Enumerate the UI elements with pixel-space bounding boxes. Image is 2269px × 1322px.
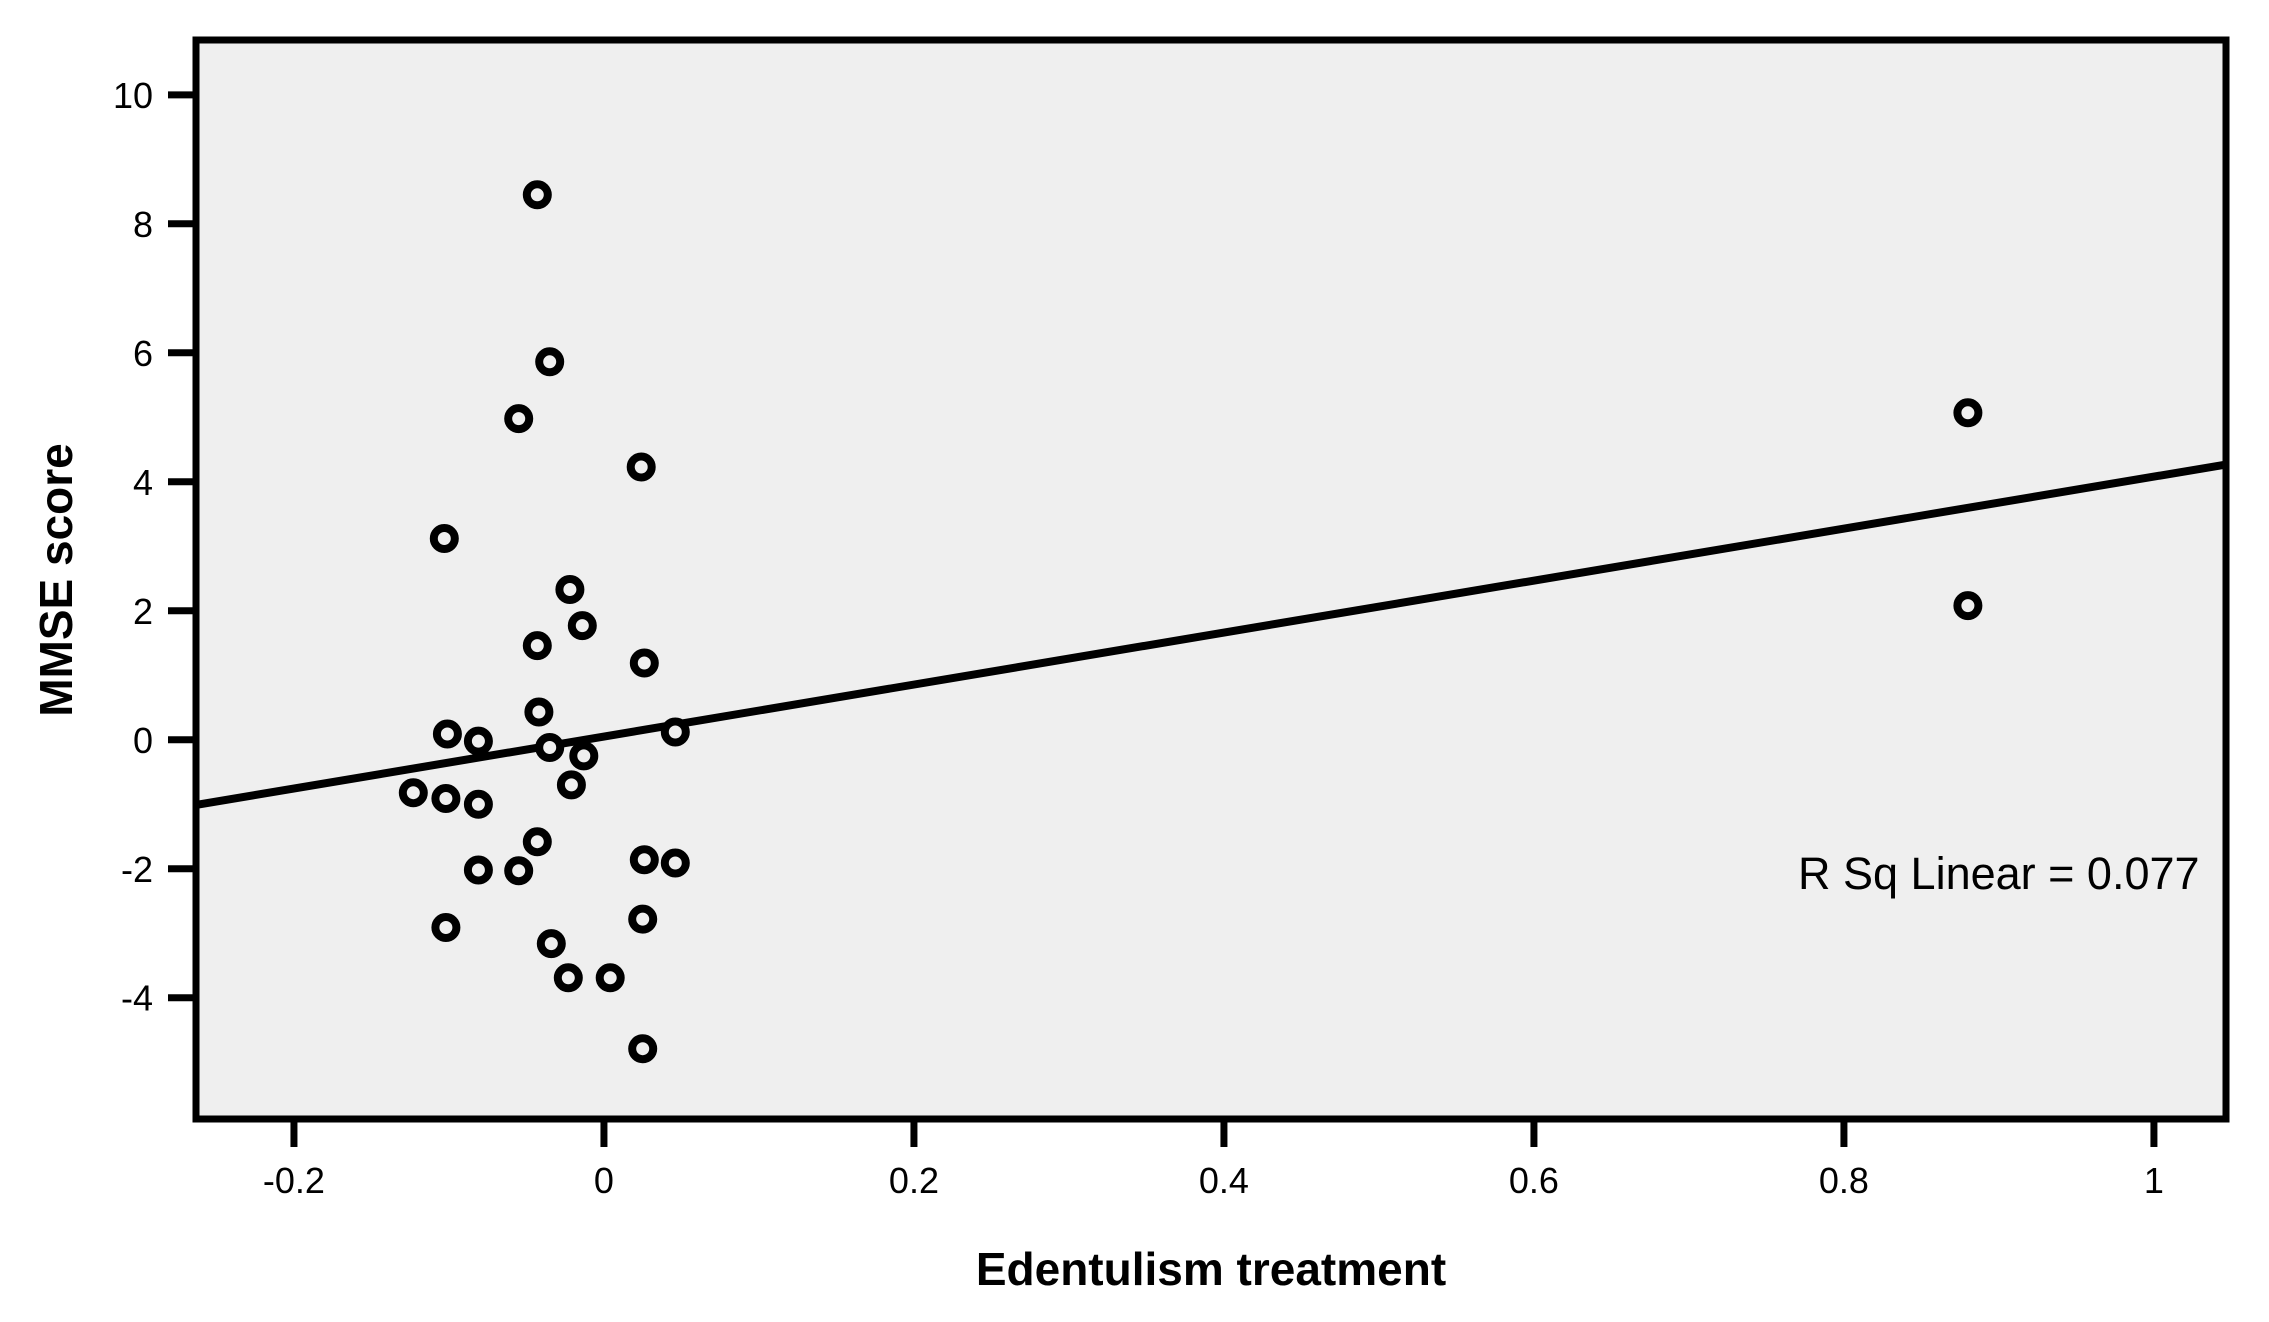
y-tick-label: -4 — [121, 978, 153, 1019]
data-point — [463, 726, 493, 756]
y-tick-label: -2 — [121, 849, 153, 890]
data-point — [524, 697, 554, 727]
data-point — [553, 963, 583, 993]
data-point — [556, 770, 586, 800]
x-tick-label: 0.2 — [889, 1160, 939, 1201]
y-axis-ticks: 10 8 6 4 2 0 -2 -4 — [113, 75, 196, 1019]
x-axis-ticks: -0.2 0 0.2 0.4 0.6 0.8 1 — [263, 1119, 2164, 1201]
data-point — [1953, 398, 1983, 428]
data-point — [629, 845, 659, 875]
data-point — [536, 929, 566, 959]
data-point — [1953, 591, 1983, 621]
data-point — [504, 856, 534, 886]
x-tick-label: 0.4 — [1199, 1160, 1249, 1201]
data-point — [567, 611, 597, 641]
data-point — [535, 733, 565, 762]
data-point — [628, 1034, 658, 1064]
data-point — [429, 524, 459, 553]
data-point — [431, 784, 461, 813]
data-points-layer — [398, 180, 1983, 1064]
regression-fit-line — [195, 460, 2227, 809]
plot-area-background — [196, 40, 2226, 1119]
y-tick-label: 10 — [113, 75, 153, 116]
x-tick-label: -0.2 — [263, 1160, 325, 1201]
data-point — [463, 789, 493, 819]
data-point — [595, 963, 625, 993]
data-point — [660, 717, 690, 747]
y-tick-label: 0 — [133, 720, 153, 761]
r-squared-annotation: R Sq Linear = 0.077 — [1798, 848, 2200, 899]
data-point — [522, 827, 552, 857]
data-point — [535, 347, 565, 377]
data-point — [660, 848, 690, 878]
data-point — [555, 575, 585, 604]
x-tick-label: 0.8 — [1819, 1160, 1869, 1201]
data-point — [431, 913, 461, 942]
data-point — [504, 404, 534, 434]
y-tick-label: 6 — [133, 333, 153, 374]
data-point — [398, 778, 428, 808]
data-point — [628, 904, 658, 934]
data-point — [569, 741, 599, 771]
data-point — [522, 180, 552, 210]
plot-frame — [192, 36, 2230, 1123]
y-axis-title: MMSE score — [30, 443, 82, 717]
x-tick-label: 1 — [2144, 1160, 2164, 1201]
x-axis-title: Edentulism treatment — [976, 1243, 1446, 1295]
y-tick-label: 2 — [133, 591, 153, 632]
data-point — [629, 648, 659, 678]
y-tick-label: 8 — [133, 204, 153, 245]
data-point — [626, 452, 656, 482]
y-tick-label: 4 — [133, 462, 153, 503]
x-tick-label: 0 — [594, 1160, 614, 1201]
data-point — [522, 631, 552, 661]
data-point — [432, 719, 462, 749]
x-tick-label: 0.6 — [1509, 1160, 1559, 1201]
data-point — [463, 855, 493, 885]
